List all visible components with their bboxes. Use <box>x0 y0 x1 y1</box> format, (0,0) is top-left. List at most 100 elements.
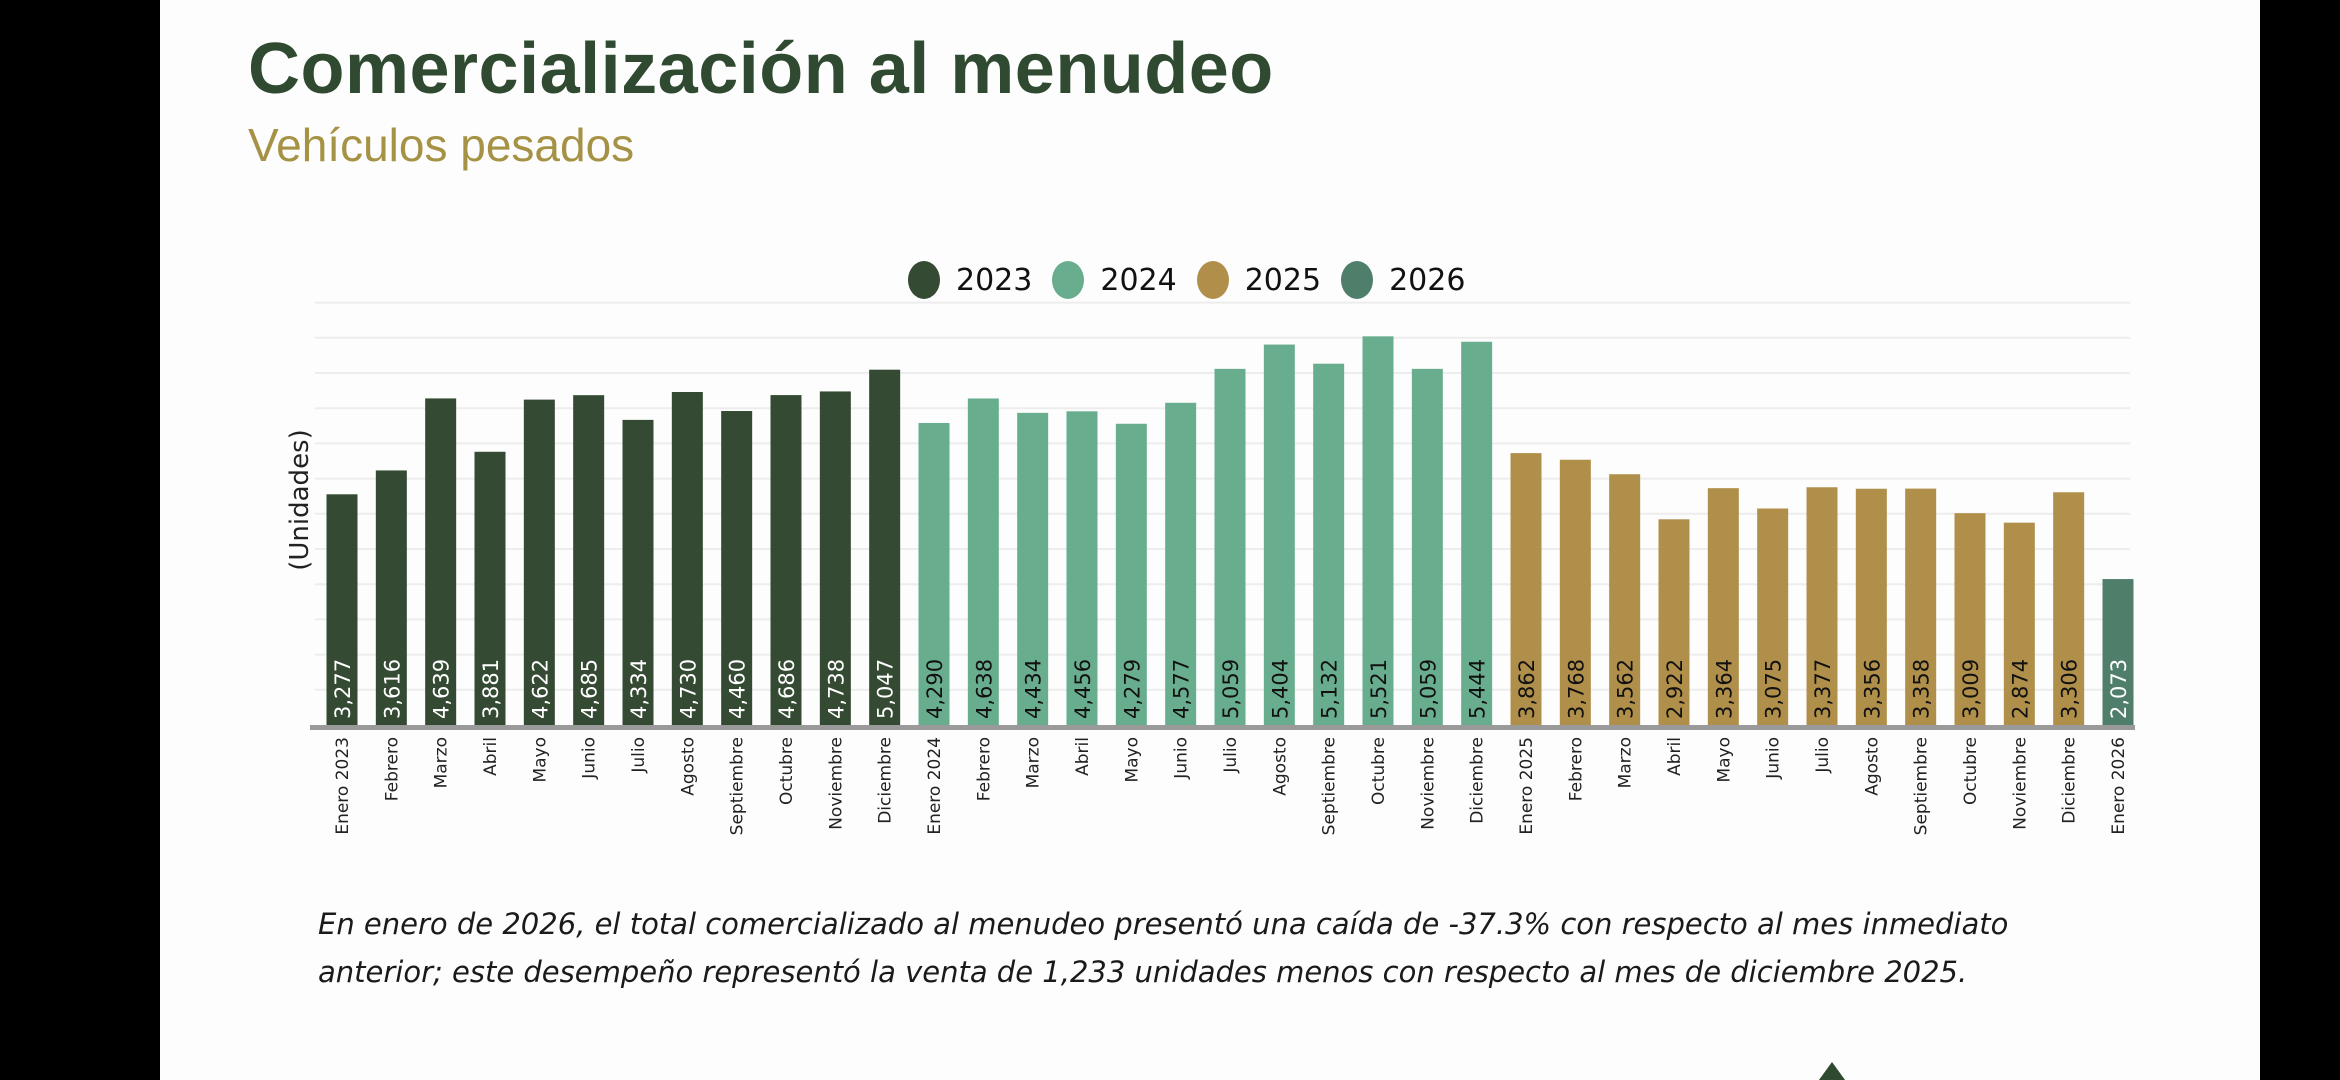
x-tick-label: Febrero <box>382 737 402 801</box>
x-tick-label: Junio <box>580 737 600 780</box>
x-tick-label: Octubre <box>777 737 797 805</box>
x-tick-label: Enero 2025 <box>1517 737 1537 835</box>
bar-value-label: 3,562 <box>1614 659 1638 719</box>
x-tick-label: Octubre <box>1369 737 1389 805</box>
bar-value-label: 4,638 <box>972 659 996 719</box>
bar-2023-12 <box>869 369 901 725</box>
x-tick-label: Diciembre <box>2060 737 2080 824</box>
y-axis-label: (Unidades) <box>285 429 315 571</box>
bar-2025-11 <box>2003 522 2035 725</box>
bar-value-label: 4,577 <box>1170 659 1194 719</box>
bar-2023-7 <box>622 419 654 725</box>
legend-label: 2023 <box>956 262 1033 298</box>
x-tick-label: Julio <box>1221 737 1241 774</box>
value-labels: 3,277 3,616 4,639 3,881 4,622 4,685 4,334 4,730… <box>331 659 2131 719</box>
x-tick-label: Noviembre <box>1418 737 1438 830</box>
bar-value-label: 5,132 <box>1318 659 1342 719</box>
legend-item-2024: 2024 <box>1052 261 1177 299</box>
page-title: Comercialización al menudeo <box>248 29 1274 109</box>
bar-value-label: 3,358 <box>1910 659 1934 719</box>
x-axis-line <box>310 725 2135 730</box>
bar-2025-1 <box>1510 453 1542 725</box>
x-tick-label: Noviembre <box>2010 737 2030 830</box>
bar-value-label: 5,404 <box>1268 659 1292 719</box>
x-tick-label: Septiembre <box>1320 737 1340 835</box>
x-tick-label: Marzo <box>1024 737 1044 788</box>
bar-value-label: 4,279 <box>1120 659 1144 719</box>
bar-value-label: 4,290 <box>923 659 947 719</box>
bar-value-label: 4,730 <box>676 659 700 719</box>
bar-2024-1 <box>918 422 950 725</box>
x-tick-label: Febrero <box>974 737 994 801</box>
bar-value-label: 3,075 <box>1762 659 1786 719</box>
x-tick-label: Junio <box>1172 737 1192 780</box>
bar-value-label: 3,277 <box>331 659 355 719</box>
bar-2023-1 <box>326 494 358 725</box>
bar-2024-5 <box>1115 423 1147 725</box>
bar-value-label: 4,460 <box>726 659 750 719</box>
bar-2025-6 <box>1757 508 1789 725</box>
bar-2024-8 <box>1263 344 1295 725</box>
bar-2023-8 <box>671 392 703 725</box>
bar-2023-9 <box>721 411 753 725</box>
page-subtitle: Vehículos pesados <box>248 119 635 171</box>
bar-chart: (Unidades) 3,277 3,616 4,639 3,881 4,622 4,685… <box>285 301 2135 835</box>
caption-line-2: anterior; este desempeño representó la v… <box>318 955 1968 989</box>
bar-2025-5 <box>1707 488 1739 725</box>
bar-2025-8 <box>1855 488 1887 725</box>
x-tick-label: Agosto <box>1270 737 1290 796</box>
legend-label: 2026 <box>1389 262 1466 298</box>
bar-value-label: 3,364 <box>1712 659 1736 719</box>
bar-2023-5 <box>523 399 555 725</box>
legend-swatch-icon <box>1196 261 1229 299</box>
x-tick-label: Marzo <box>1616 737 1636 788</box>
bar-2024-9 <box>1313 363 1345 725</box>
bar-value-label: 3,881 <box>479 659 503 719</box>
x-tick-label: Diciembre <box>1468 737 1488 824</box>
bar-value-label: 3,768 <box>1564 659 1588 719</box>
bar-2025-4 <box>1658 519 1690 725</box>
bar-2025-12 <box>2053 492 2085 725</box>
bar-value-label: 4,434 <box>1022 659 1046 719</box>
bar-value-label: 5,059 <box>1219 659 1243 719</box>
bar-2025-9 <box>1905 488 1937 725</box>
x-tick-label: Marzo <box>432 737 452 788</box>
legend-label: 2024 <box>1100 262 1177 298</box>
x-tick-label: Mayo <box>530 737 550 783</box>
bar-value-label: 5,047 <box>874 659 898 719</box>
legend-item-2026: 2026 <box>1341 261 1465 299</box>
bar-value-label: 3,009 <box>1959 659 1983 719</box>
x-tick-label: Enero 2026 <box>2109 737 2129 835</box>
bar-value-label: 4,334 <box>627 659 651 719</box>
bar-2025-7 <box>1806 487 1838 725</box>
bar-2024-7 <box>1214 368 1246 725</box>
bar-value-label: 5,521 <box>1367 659 1391 719</box>
chart-legend: 2023 2024 2025 2026 <box>908 256 1485 304</box>
bar-2023-10 <box>770 395 802 725</box>
bars <box>326 336 2134 725</box>
bar-2024-6 <box>1165 402 1197 725</box>
x-tick-labels: Enero 2023 Febrero Marzo Abril Mayo Junio Juli… <box>333 737 2129 835</box>
x-tick-label: Abril <box>1665 737 1685 776</box>
bar-2024-4 <box>1066 411 1098 725</box>
bar-2025-3 <box>1609 474 1641 725</box>
bar-2023-6 <box>573 395 605 725</box>
bar-2025-10 <box>1954 513 1986 725</box>
x-tick-label: Mayo <box>1714 737 1734 783</box>
bar-value-label: 4,639 <box>430 659 454 719</box>
bar-value-label: 3,356 <box>1860 659 1884 719</box>
caption-line-1: En enero de 2026, el total comercializad… <box>318 907 2009 941</box>
bar-value-label: 4,622 <box>528 659 552 719</box>
bar-value-label: 5,059 <box>1416 659 1440 719</box>
x-tick-label: Enero 2023 <box>333 737 353 835</box>
bar-2024-11 <box>1411 368 1443 725</box>
legend-swatch-icon <box>1052 261 1085 299</box>
x-tick-label: Mayo <box>1122 737 1142 783</box>
bar-value-label: 4,456 <box>1071 659 1095 719</box>
x-tick-label: Abril <box>481 737 501 776</box>
bar-2024-3 <box>1017 412 1049 725</box>
x-tick-label: Diciembre <box>876 737 896 824</box>
x-tick-label: Agosto <box>678 737 698 796</box>
x-tick-label: Julio <box>1813 737 1833 774</box>
bar-2024-2 <box>967 398 999 725</box>
